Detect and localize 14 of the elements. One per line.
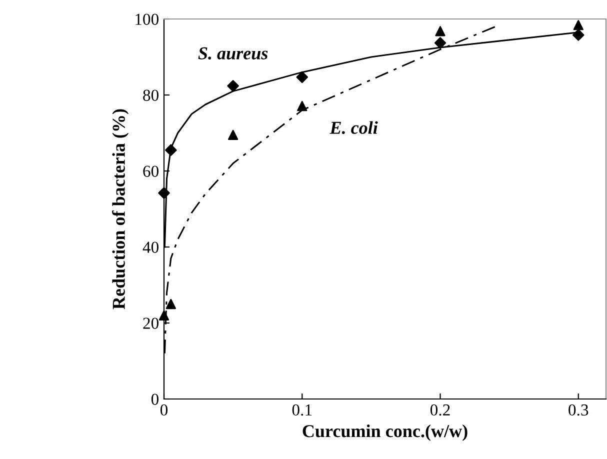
y-tick-label: 100: [136, 14, 159, 25]
y-axis-title: Reduction of bacteria (%): [112, 109, 129, 310]
y-tick-label: 0: [151, 394, 159, 405]
y-tick-label: 80: [143, 90, 159, 101]
series-label: E. coli: [330, 121, 378, 134]
y-tick-label: 20: [143, 318, 159, 329]
x-tick-label: 0.1: [292, 404, 312, 416]
series-label: S. aureus: [198, 47, 268, 60]
x-tick-label: 0: [160, 404, 168, 416]
x-axis-title: Curcumin conc.(w/w): [302, 424, 468, 441]
y-tick-label: 40: [142, 242, 159, 253]
x-tick-label: 0.2: [430, 404, 450, 416]
x-tick-label: 0.3: [568, 404, 588, 416]
y-tick-label: 60: [143, 166, 159, 177]
